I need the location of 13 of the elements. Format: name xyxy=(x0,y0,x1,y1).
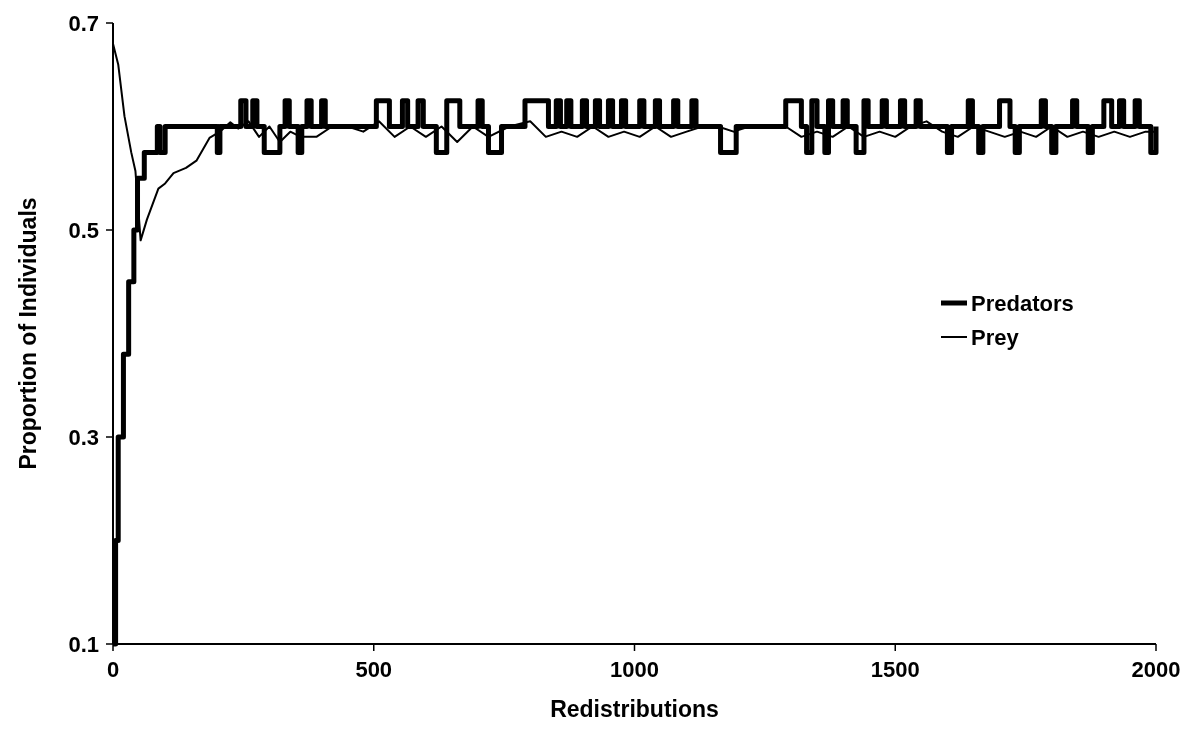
y-tick-label: 0.1 xyxy=(68,632,99,657)
y-axis-title: Proportion of Individuals xyxy=(15,197,41,470)
x-tick-label: 1000 xyxy=(610,657,659,682)
x-tick-label: 1500 xyxy=(870,657,920,682)
y-tick-label: 0.3 xyxy=(68,425,99,450)
x-tick-label: 2000 xyxy=(1131,657,1181,682)
legend-label: Predators xyxy=(971,291,1074,316)
legend-label: Prey xyxy=(971,325,1020,350)
y-tick-label: 0.7 xyxy=(68,11,99,36)
x-axis-title: Redistributions xyxy=(550,696,719,722)
x-tick-label: 500 xyxy=(355,657,393,682)
x-tick-label: 0 xyxy=(106,657,120,682)
y-tick-label: 0.5 xyxy=(68,218,99,243)
